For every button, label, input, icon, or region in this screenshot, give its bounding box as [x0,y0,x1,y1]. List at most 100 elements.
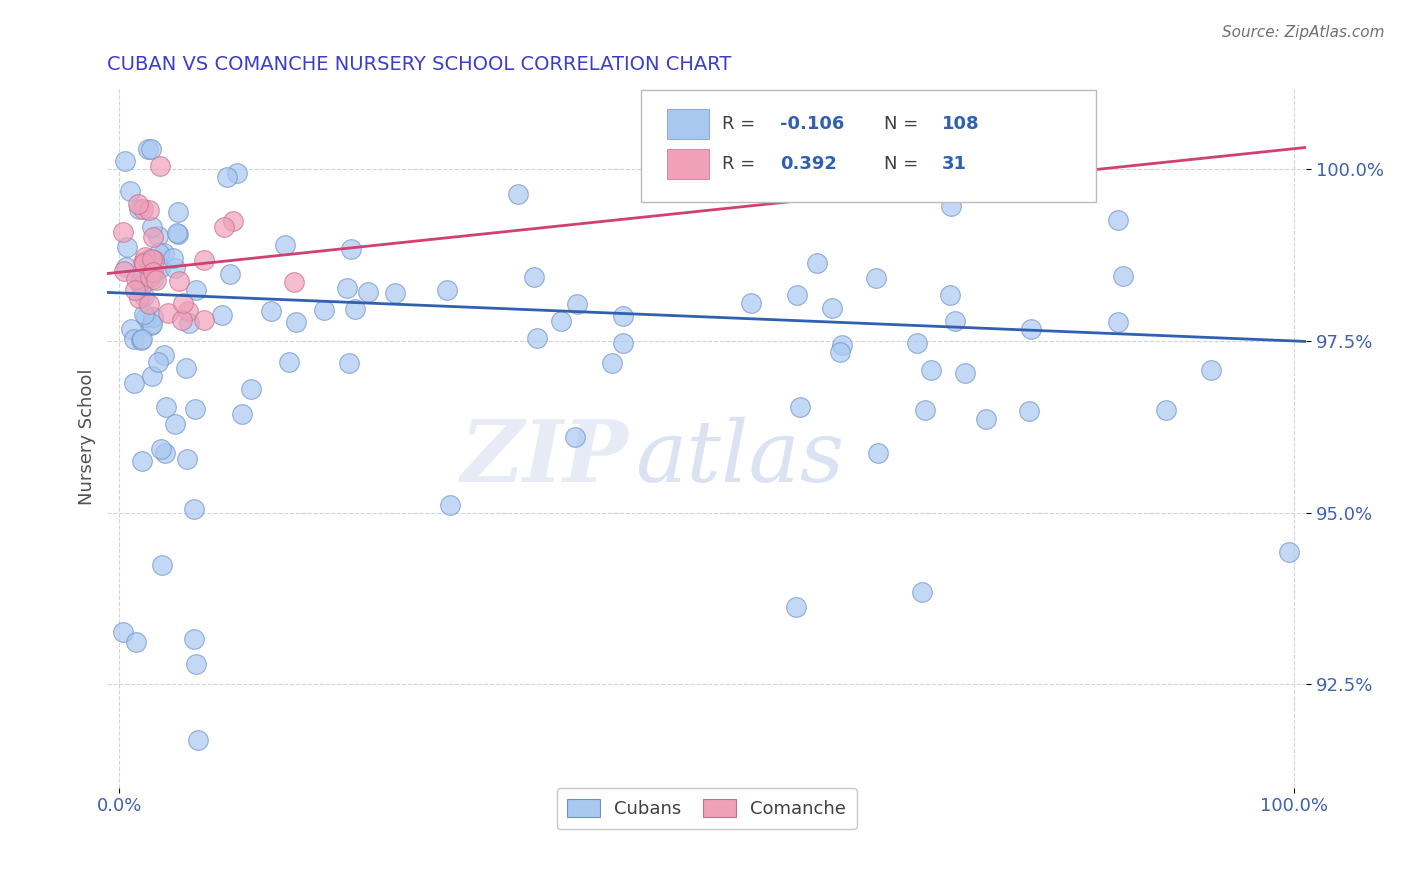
Point [138,297,160,311]
Point [122,376,145,390]
FancyBboxPatch shape [668,149,709,178]
Point [277,355,299,369]
Point [167,274,190,288]
Point [142,272,165,286]
Point [139,266,162,280]
Point [785,600,807,615]
Point [939,198,962,212]
Point [157,306,180,320]
Point [131,454,153,468]
Point [142,265,165,279]
Point [260,304,283,318]
Point [129,333,152,347]
Point [111,225,134,239]
Point [166,227,188,241]
Point [239,382,262,396]
Point [172,296,194,310]
Point [131,277,153,292]
Point [138,142,160,156]
Point [337,356,360,370]
Point [128,291,150,305]
Point [135,310,157,324]
Legend: Cubans, Comanche: Cubans, Comanche [557,788,858,829]
Point [138,202,160,217]
Point [145,273,167,287]
Point [183,501,205,516]
Point [187,732,209,747]
Point [132,307,155,321]
Point [162,251,184,265]
Point [132,289,155,303]
Point [786,288,808,302]
Point [124,332,146,346]
Point [1112,268,1135,283]
Point [125,635,148,649]
Point [127,197,149,211]
Point [526,331,548,345]
Text: ZIP: ZIP [461,417,628,500]
FancyBboxPatch shape [641,90,1097,202]
Point [141,252,163,267]
FancyBboxPatch shape [668,109,709,138]
Y-axis label: Nursery School: Nursery School [79,369,96,506]
Text: N =: N = [884,115,924,133]
Text: Source: ZipAtlas.com: Source: ZipAtlas.com [1222,25,1385,40]
Point [125,271,148,285]
Point [340,243,363,257]
Point [806,256,828,270]
Point [141,369,163,384]
Point [550,314,572,328]
Point [134,250,156,264]
Point [177,303,200,318]
Point [612,336,634,351]
Point [111,624,134,639]
Point [155,446,177,460]
Point [124,283,146,297]
Point [132,255,155,269]
Text: -0.106: -0.106 [780,115,845,133]
Point [1156,402,1178,417]
Point [128,202,150,216]
Point [141,317,163,331]
Point [184,657,207,672]
Point [141,318,163,333]
Point [176,451,198,466]
Point [120,321,142,335]
Point [146,228,169,243]
Point [138,252,160,266]
Point [789,401,811,415]
Point [1199,363,1222,377]
Point [312,303,335,318]
Point [953,366,976,380]
Point [865,271,887,285]
Point [911,585,934,599]
Point [219,268,242,282]
Point [155,401,177,415]
Point [344,301,367,316]
Point [112,264,135,278]
Point [974,411,997,425]
Text: N =: N = [884,155,924,173]
Point [150,442,173,457]
Point [1107,213,1129,227]
Point [740,295,762,310]
Point [129,275,152,289]
Point [523,269,546,284]
Point [142,252,165,267]
Point [184,283,207,297]
Point [139,270,162,285]
Point [274,237,297,252]
Point [226,165,249,179]
Point [184,402,207,417]
Point [149,261,172,276]
Point [830,344,852,359]
Point [139,142,162,156]
Point [436,283,458,297]
Text: R =: R = [723,155,762,173]
Point [831,338,853,352]
Point [821,301,844,316]
Text: 108: 108 [942,115,980,133]
Point [336,280,359,294]
Point [439,498,461,512]
Point [114,153,136,168]
